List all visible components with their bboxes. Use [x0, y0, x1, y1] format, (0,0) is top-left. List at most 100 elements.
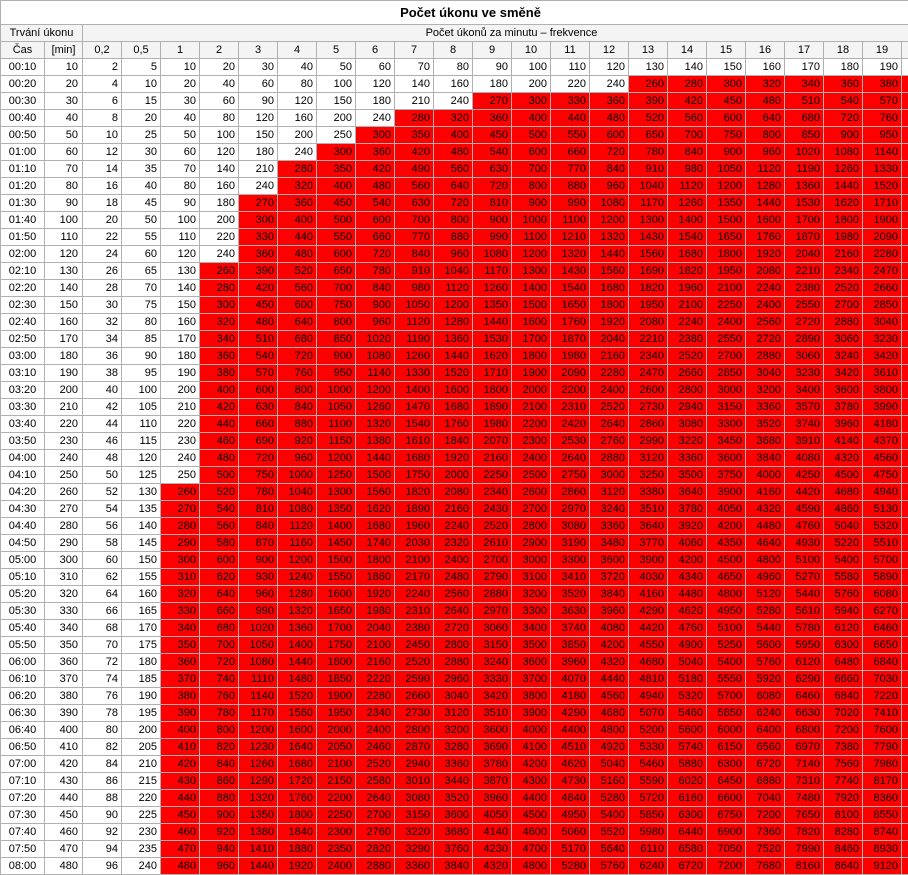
cell-value: 2880	[473, 586, 512, 603]
cell-value: 2640	[356, 790, 395, 807]
cell-value: 300	[317, 144, 356, 161]
cell-value: 900	[200, 807, 239, 824]
cell-value: 6660	[824, 671, 863, 688]
cell-value: 1260	[239, 756, 278, 773]
cell-value: 170	[122, 620, 161, 637]
cell-value: 9000	[902, 807, 908, 824]
cell-value: 640	[434, 178, 473, 195]
cell-value: 1020	[356, 331, 395, 348]
cell-value: 2160	[434, 501, 473, 518]
cell-value: 1140	[239, 688, 278, 705]
cell-value: 520	[278, 263, 317, 280]
cell-value: 2340	[473, 484, 512, 501]
cell-value: 4180	[863, 416, 902, 433]
header-freq-col: 10	[512, 42, 551, 59]
cell-value: 1300	[512, 263, 551, 280]
cell-value: 440	[278, 229, 317, 246]
cell-value: 60	[122, 246, 161, 263]
cell-value: 720	[824, 110, 863, 127]
cell-value: 2340	[629, 348, 668, 365]
cell-value: 340	[200, 331, 239, 348]
cell-min: 310	[45, 569, 83, 586]
cell-value: 3120	[590, 484, 629, 501]
cell-value: 620	[200, 569, 239, 586]
cell-value: 550	[551, 127, 590, 144]
cell-value: 3600	[434, 807, 473, 824]
cell-value: 300	[239, 212, 278, 229]
cell-value: 420	[239, 280, 278, 297]
cell-value: 320	[161, 586, 200, 603]
cell-value: 3750	[707, 467, 746, 484]
cell-value: 4680	[824, 484, 863, 501]
cell-value: 5040	[590, 756, 629, 773]
cell-value: 4250	[785, 467, 824, 484]
cell-value: 150	[161, 297, 200, 314]
header-freq-col: 12	[590, 42, 629, 59]
cell-value: 1000	[902, 127, 908, 144]
cell-value: 300	[161, 552, 200, 569]
cell-min: 390	[45, 705, 83, 722]
cell-value: 360	[824, 76, 863, 93]
cell-value: 720	[278, 348, 317, 365]
cell-value: 2310	[551, 399, 590, 416]
cell-value: 2560	[434, 586, 473, 603]
cell-value: 86	[83, 773, 122, 790]
cell-value: 96	[83, 858, 122, 875]
cell-value: 5520	[590, 824, 629, 841]
cell-value: 4550	[629, 637, 668, 654]
cell-value: 1360	[278, 620, 317, 637]
cell-value: 2160	[824, 246, 863, 263]
cell-value: 5200	[629, 722, 668, 739]
cell-value: 15	[122, 93, 161, 110]
cell-value: 630	[395, 195, 434, 212]
cell-value: 1800	[707, 246, 746, 263]
cell-value: 1950	[317, 705, 356, 722]
table-row: 03:5023046115230460690920115013801610184…	[1, 433, 908, 450]
cell-value: 600	[239, 382, 278, 399]
cell-value: 6840	[824, 688, 863, 705]
cell-value: 3120	[629, 450, 668, 467]
cell-value: 480	[278, 246, 317, 263]
cell-time: 00:20	[1, 76, 45, 93]
cell-value: 235	[122, 841, 161, 858]
cell-value: 4760	[668, 620, 707, 637]
cell-value: 4080	[590, 620, 629, 637]
cell-value: 580	[200, 535, 239, 552]
cell-value: 100	[317, 76, 356, 93]
cell-value: 1620	[473, 348, 512, 365]
cell-value: 3300	[707, 416, 746, 433]
cell-value: 5400	[590, 807, 629, 824]
table-row: 01:0060123060120180240300360420480540600…	[1, 144, 908, 161]
cell-value: 1140	[356, 365, 395, 382]
cell-value: 1120	[395, 314, 434, 331]
table-row: 05:3033066165330660990132016501980231026…	[1, 603, 908, 620]
cell-value: 1980	[356, 603, 395, 620]
cell-time: 07:10	[1, 773, 45, 790]
cell-value: 600	[707, 110, 746, 127]
cell-value: 2220	[356, 671, 395, 688]
cell-value: 7520	[746, 841, 785, 858]
cell-value: 3000	[512, 552, 551, 569]
cell-value: 3060	[824, 331, 863, 348]
cell-value: 3780	[473, 756, 512, 773]
cell-value: 4290	[551, 705, 590, 722]
cell-value: 390	[161, 705, 200, 722]
header-freq-col: 13	[629, 42, 668, 59]
cell-value: 240	[161, 450, 200, 467]
cell-value: 690	[239, 433, 278, 450]
cell-value: 6880	[746, 773, 785, 790]
cell-value: 130	[629, 59, 668, 76]
cell-value: 5600	[902, 518, 908, 535]
cell-value: 60	[356, 59, 395, 76]
cell-value: 270	[473, 93, 512, 110]
cell-value: 240	[122, 858, 161, 875]
cell-value: 720	[356, 246, 395, 263]
cell-value: 5760	[590, 858, 629, 875]
cell-value: 3300	[512, 603, 551, 620]
cell-value: 7360	[746, 824, 785, 841]
cell-value: 360	[473, 110, 512, 127]
cell-value: 3150	[707, 399, 746, 416]
header-freq-col: 18	[824, 42, 863, 59]
cell-value: 2040	[590, 331, 629, 348]
cell-value: 1680	[590, 280, 629, 297]
